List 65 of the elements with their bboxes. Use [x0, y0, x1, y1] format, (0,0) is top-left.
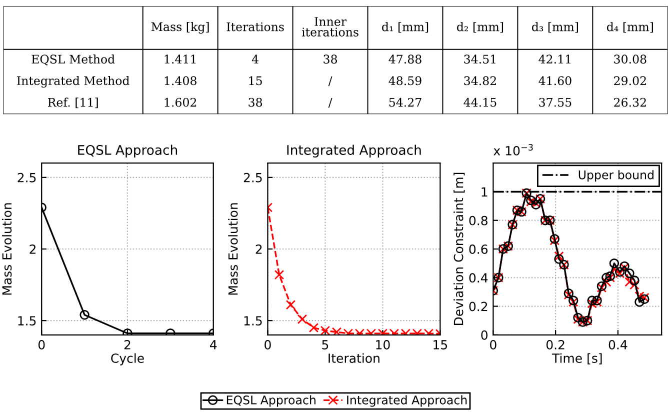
x-tick-label: 0 — [38, 340, 45, 350]
legend-label: EQSL Approach — [226, 395, 316, 407]
text: x 10$^{−3}$ — [494, 144, 533, 156]
text: 4 — [252, 54, 258, 64]
category-label: Inner iterations — [302, 17, 358, 36]
legend-label: Integrated Approach — [347, 395, 467, 407]
text: 1.411 — [164, 54, 196, 64]
category-label: Integrated Method — [17, 76, 130, 88]
text: 54.27 — [389, 98, 422, 107]
x-tick-label: 2 — [124, 340, 130, 350]
text: 38 — [248, 98, 262, 107]
text: / — [328, 98, 332, 108]
category-label: d₃ [mm] — [532, 22, 578, 33]
y-tick-label: 1.5 — [244, 316, 262, 326]
text: 26.32 — [614, 98, 646, 107]
chart-title: Integrated Approach — [287, 144, 421, 158]
category-label: d₄ [mm] — [606, 22, 653, 33]
y-tick-label: 0.6 — [469, 244, 488, 254]
text: 29.02 — [614, 76, 646, 86]
category-label: Mass [kg] — [151, 22, 209, 34]
x-tick-label: 10 — [376, 340, 390, 350]
text: / — [328, 76, 332, 86]
x-axis-title: Time [s] — [552, 353, 602, 364]
x-tick-label: 0 — [490, 340, 496, 350]
x-tick-label: 0 — [264, 340, 271, 350]
y-tick-label: 0.4 — [469, 273, 488, 283]
y-axis-title: Deviation Constraint [m] — [454, 172, 465, 326]
x-tick-label: 15 — [434, 340, 448, 350]
y-tick-label: 0.8 — [469, 216, 488, 226]
y-tick-label: 0 — [481, 330, 488, 340]
x-tick-label: 0.4 — [608, 340, 628, 350]
x-tick-label: 0.2 — [546, 340, 564, 350]
x-axis-title: Cycle — [111, 353, 144, 366]
y-tick-label: 2 — [256, 244, 262, 254]
category-label: d₁ [mm] — [382, 22, 428, 33]
text: 34.82 — [464, 76, 496, 86]
y-tick-label: 1 — [482, 187, 488, 196]
category-label: Iterations — [226, 22, 284, 32]
text: 30.08 — [614, 54, 646, 64]
x-axis-title: Iteration — [328, 353, 380, 363]
y-axis-title: Mass Evolution — [228, 203, 238, 295]
chart-title: EQSL Approach — [78, 144, 178, 158]
x-tick-label: 5 — [322, 340, 328, 350]
y-tick-label: 0.2 — [469, 302, 488, 312]
category-label: d₂ [mm] — [456, 22, 504, 33]
y-tick-label: 2 — [30, 244, 36, 254]
legend-label: Upper bound — [578, 170, 654, 182]
category-label: EQSL Method — [32, 54, 115, 66]
category-label: Ref. [11] — [48, 98, 98, 108]
text: 1.408 — [164, 76, 196, 86]
text: 15 — [249, 76, 262, 86]
y-tick-label: 2.5 — [18, 172, 36, 182]
text: 34.51 — [464, 54, 496, 64]
y-tick-label: 2.5 — [244, 172, 262, 182]
x-tick-label: 4 — [210, 340, 217, 350]
text: 38 — [324, 54, 337, 64]
text: 37.55 — [539, 98, 572, 107]
text: 47.88 — [388, 54, 422, 64]
text: 1.602 — [164, 98, 196, 107]
y-axis-title: Mass Evolution — [2, 203, 12, 295]
y-tick-label: 1.5 — [18, 316, 36, 326]
text: 42.11 — [538, 54, 570, 64]
text: 41.60 — [538, 76, 572, 86]
text: 44.15 — [464, 98, 496, 107]
text: 48.59 — [388, 76, 422, 86]
